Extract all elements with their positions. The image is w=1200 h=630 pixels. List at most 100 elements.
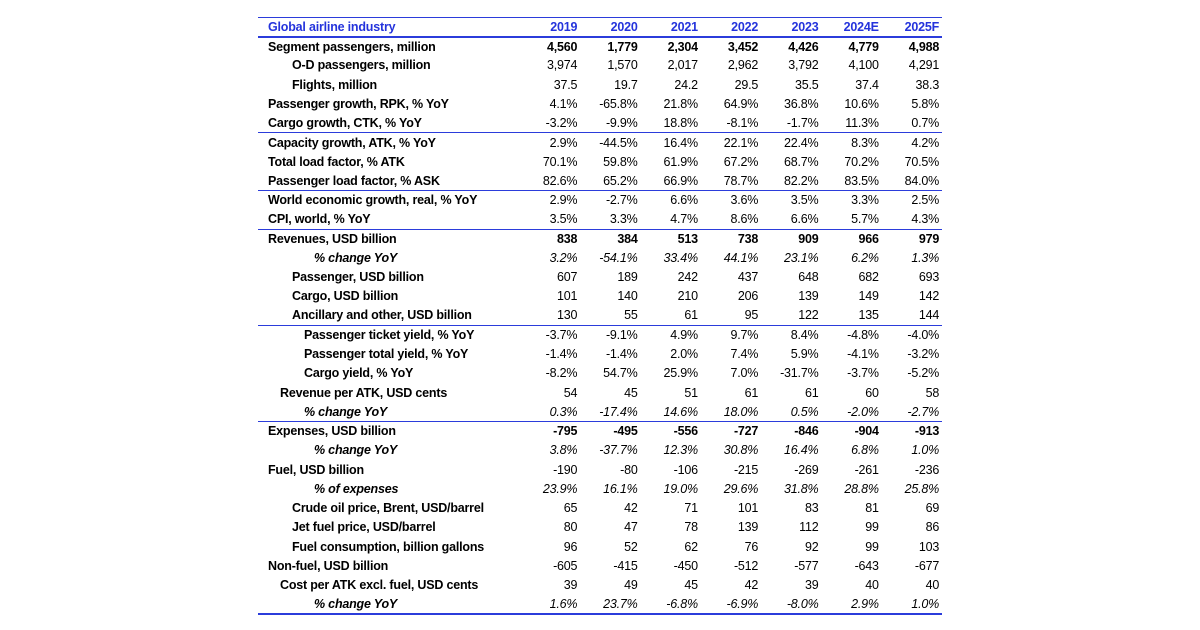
cell-value: 3,452: [727, 39, 759, 54]
cell-value: 6.6%: [670, 193, 698, 208]
cell-value: -727: [733, 424, 759, 439]
cell-value: 6.8%: [851, 443, 879, 458]
cell-value: 693: [918, 270, 940, 285]
cell-value: -236: [914, 462, 940, 477]
table-row: Cargo growth, CTK, % YoY -3.2% -9.9% 18.8% -…: [258, 113, 943, 134]
table-row: Ancillary and other, USD billion 130 55 61 9…: [258, 306, 943, 326]
cell-value: 71: [684, 501, 698, 516]
cell-value: 78: [684, 520, 698, 535]
table-row: Passenger total yield, % YoY -1.4% -1.4% 2.…: [258, 345, 942, 364]
cell-value: -80: [620, 462, 638, 477]
cell-value: 68.7%: [784, 154, 819, 169]
row-label: Cargo, USD billion: [292, 289, 399, 304]
cell-value: -9.1%: [605, 328, 638, 343]
cell-value: 242: [677, 270, 698, 285]
header-row: Global airline industry 2019 2020 2021 2…: [258, 17, 943, 38]
cell-value: -415: [613, 558, 638, 573]
cell-value: 22.1%: [723, 135, 759, 150]
cell-value: 3.5%: [790, 193, 819, 208]
cell-value: 3.8%: [549, 443, 578, 458]
cell-value: 4,779: [848, 39, 879, 54]
cell-value: -643: [854, 558, 879, 573]
cell-value: -556: [673, 424, 698, 439]
row-label: Passenger, USD billion: [292, 270, 424, 285]
cell-value: -215: [733, 462, 759, 477]
row-label: Revenues, USD billion: [268, 231, 397, 246]
cell-value: 513: [677, 231, 698, 246]
cell-value: 25.9%: [663, 366, 698, 381]
table-row: Capacity growth, ATK, % YoY 2.9% -44.5% 16.…: [258, 133, 942, 152]
cell-value: -54.1%: [599, 250, 638, 265]
cell-value: 61.9%: [663, 154, 698, 169]
table-row: Cost per ATK excl. fuel, USD cents 39 49 45…: [258, 576, 942, 595]
row-label: Passenger total yield, % YoY: [304, 347, 469, 362]
cell-value: 648: [798, 270, 819, 285]
cell-value: 4,560: [547, 39, 578, 54]
row-label: Capacity growth, ATK, % YoY: [268, 135, 436, 150]
cell-value: 38.3: [915, 77, 940, 92]
cell-value: 1,570: [607, 58, 638, 73]
cell-value: 29.5: [734, 77, 759, 92]
row-label: Passenger growth, RPK, % YoY: [268, 96, 449, 111]
cell-value: 135: [821, 306, 882, 326]
row-label: % change YoY: [314, 443, 398, 458]
cell-value: 69: [925, 501, 940, 516]
row-label: Revenue per ATK, USD cents: [280, 385, 448, 400]
table-row: % change YoY 3.8% -37.7% 12.3% 30.8% 16.4% 6.8…: [258, 441, 942, 460]
cell-value: 39: [804, 578, 819, 593]
cell-value: 3.3%: [851, 193, 879, 208]
cell-value: -6.8%: [666, 596, 698, 611]
cell-value: 3,974: [547, 58, 578, 73]
cell-value: 31.8%: [784, 481, 819, 496]
cell-value: -512: [733, 558, 759, 573]
cell-value: 78.7%: [700, 171, 762, 192]
cell-value: 8.3%: [851, 135, 879, 150]
cell-value: 979: [918, 231, 940, 246]
cell-value: 61: [744, 385, 759, 400]
cell-value: -1.4%: [605, 347, 638, 362]
table-row: % change YoY 3.2% -54.1% 33.4% 44.1% 23.1% 6.2…: [258, 248, 942, 267]
cell-value: 30.8%: [723, 443, 759, 458]
cell-value: 42: [744, 578, 759, 593]
column-header-2022: 2022: [700, 17, 762, 38]
cell-value: 70.2%: [844, 154, 879, 169]
cell-value: 2.9%: [549, 135, 578, 150]
cell-value: -3.7%: [847, 366, 879, 381]
cell-value: 40: [865, 578, 879, 593]
cell-value: 4,100: [848, 58, 879, 73]
cell-value: -106: [673, 462, 698, 477]
cell-value: 0.7%: [881, 113, 943, 134]
cell-value: 2.9%: [851, 596, 879, 611]
cell-value: 14.6%: [640, 402, 701, 423]
cell-value: 909: [798, 231, 819, 246]
cell-value: 61: [804, 385, 819, 400]
row-label: Jet fuel price, USD/barrel: [292, 520, 436, 535]
cell-value: 0.3%: [520, 402, 581, 423]
table-row: % of expenses 23.9% 16.1% 19.0% 29.6% 31.8% 28…: [258, 479, 942, 498]
cell-value: 18.0%: [700, 402, 762, 423]
cell-value: 65.2%: [580, 171, 641, 192]
cell-value: 4,988: [908, 39, 940, 54]
cell-value: 189: [617, 270, 638, 285]
cell-value: 52: [624, 539, 638, 554]
cell-value: -269: [794, 462, 819, 477]
table-row: Fuel, USD billion -190 -80 -106 -215 -269 -261…: [258, 460, 942, 479]
cell-value: 7.0%: [730, 366, 759, 381]
table-title: Global airline industry: [258, 17, 520, 38]
table-row: Segment passengers, million 4,560 1,779 2,3…: [258, 37, 942, 56]
column-header-2020: 2020: [580, 17, 641, 38]
cell-value: 4.3%: [881, 209, 943, 230]
cell-value: 122: [761, 306, 822, 326]
cell-value: 139: [798, 289, 819, 304]
cell-value: -450: [673, 558, 698, 573]
cell-value: 10.6%: [844, 96, 879, 111]
cell-value: 5.9%: [790, 347, 819, 362]
cell-value: -1.4%: [545, 347, 578, 362]
cell-value: 6.2%: [851, 250, 879, 265]
cell-value: 4,291: [908, 58, 940, 73]
cell-value: 83.5%: [821, 171, 882, 192]
cell-value: 16.4%: [663, 135, 698, 150]
cell-value: 3.6%: [730, 193, 759, 208]
cell-value: 95: [700, 306, 762, 326]
cell-value: -3.2%: [907, 347, 940, 362]
